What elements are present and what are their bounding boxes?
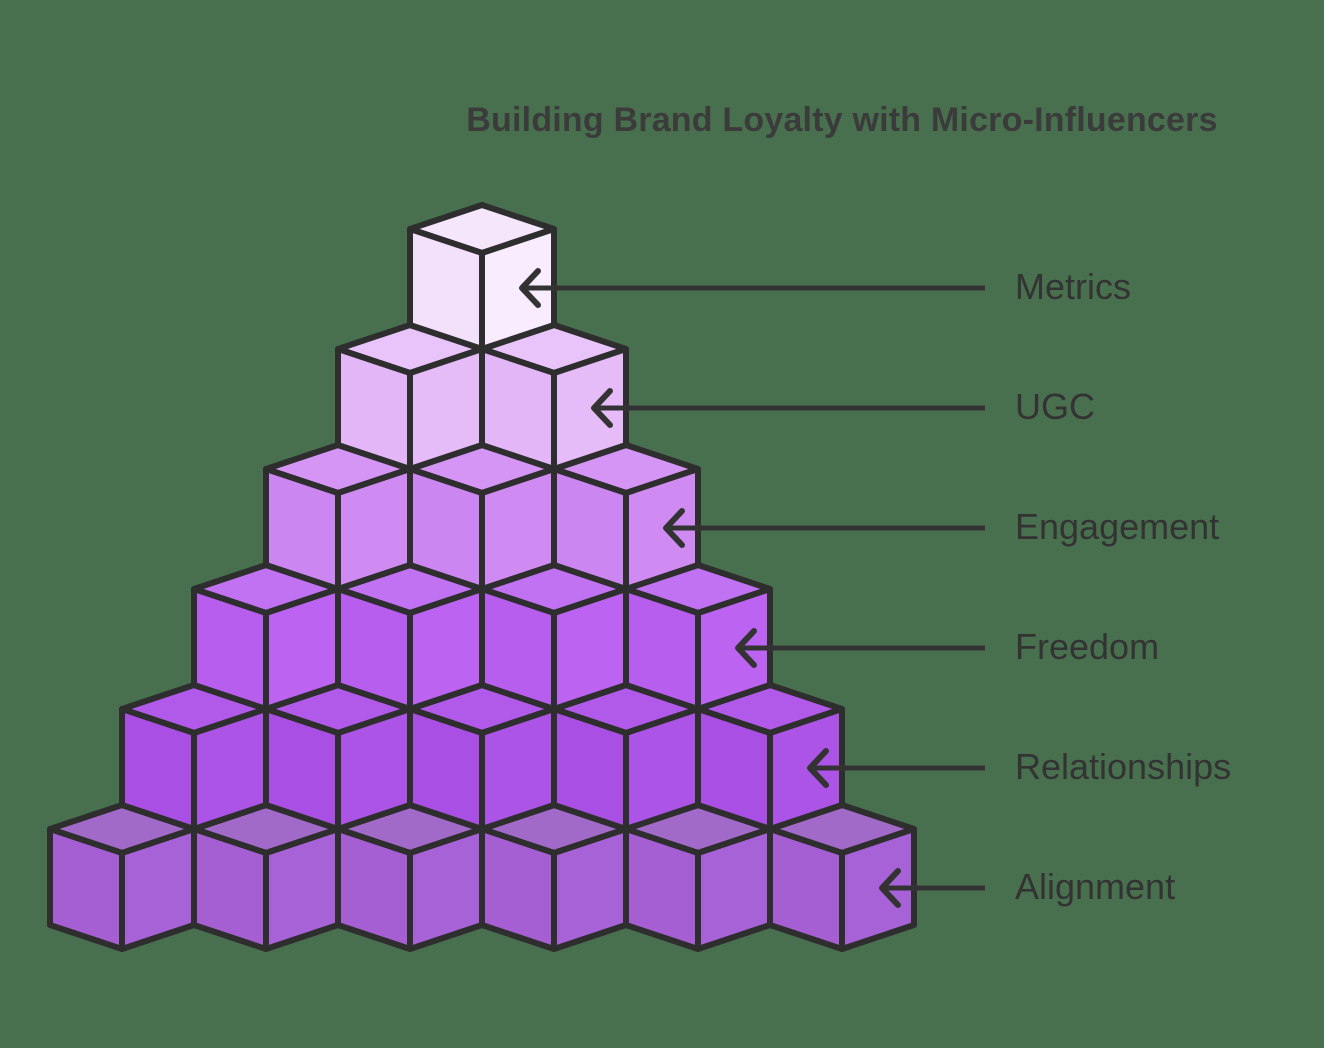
cube-right-face — [551, 826, 629, 952]
cube-right-face — [767, 706, 845, 832]
diagram-title: Building Brand Loyalty with Micro-Influe… — [466, 101, 1218, 139]
cube — [623, 562, 773, 712]
cube — [767, 802, 917, 952]
cube — [407, 682, 557, 832]
cube-left-face — [695, 706, 773, 832]
cube — [335, 562, 485, 712]
cube — [407, 202, 557, 352]
cube-right-face — [839, 826, 917, 952]
arrow-alignment — [879, 868, 985, 908]
cube-left-face — [119, 706, 197, 832]
cube-right-face — [407, 826, 485, 952]
cube-left-face — [191, 586, 269, 712]
cube-right-face — [335, 466, 413, 592]
cube-right-face — [551, 346, 629, 472]
arrowhead-left-icon — [879, 868, 901, 908]
cube-right-face — [479, 466, 557, 592]
cube — [407, 442, 557, 592]
cube-right-face — [263, 586, 341, 712]
cube-right-face — [263, 826, 341, 952]
cube-left-face — [407, 466, 485, 592]
cube-right-face — [695, 826, 773, 952]
cube-right-face — [695, 586, 773, 712]
cube — [479, 562, 629, 712]
arrowhead-left-icon — [663, 508, 685, 548]
cube-left-face — [767, 826, 845, 952]
pyramid-row-alignment — [47, 802, 917, 952]
cube-right-face — [191, 706, 269, 832]
cube — [191, 802, 341, 952]
cube-left-face — [551, 706, 629, 832]
pyramid-row-freedom — [191, 562, 773, 712]
cube-right-face — [335, 706, 413, 832]
cube-left-face — [335, 346, 413, 472]
cube — [263, 442, 413, 592]
cube-right-face — [407, 586, 485, 712]
cube-right-face — [407, 346, 485, 472]
cube — [551, 682, 701, 832]
arrowhead-left-icon — [519, 268, 541, 308]
cube — [191, 562, 341, 712]
arrowhead-left-icon — [735, 628, 757, 668]
cube-right-face — [479, 226, 557, 352]
cube — [335, 322, 485, 472]
cube-right-face — [623, 466, 701, 592]
cube-left-face — [479, 826, 557, 952]
cube-left-face — [263, 466, 341, 592]
cube-left-face — [551, 466, 629, 592]
cube-left-face — [479, 346, 557, 472]
cube-right-face — [479, 706, 557, 832]
cube-left-face — [623, 826, 701, 952]
cube-right-face — [623, 706, 701, 832]
cube — [479, 802, 629, 952]
cube-left-face — [623, 586, 701, 712]
arrow-relationships — [807, 748, 985, 788]
arrow-metrics — [519, 268, 985, 308]
cube — [335, 802, 485, 952]
cube-right-face — [551, 586, 629, 712]
cube-left-face — [47, 826, 125, 952]
cube — [47, 802, 197, 952]
cube-left-face — [407, 226, 485, 352]
arrow-freedom — [735, 628, 985, 668]
cube-left-face — [479, 586, 557, 712]
cube — [119, 682, 269, 832]
arrowhead-left-icon — [807, 748, 829, 788]
pyramid-row-relationships — [119, 682, 845, 832]
cube-left-face — [263, 706, 341, 832]
cube — [263, 682, 413, 832]
cube-left-face — [335, 826, 413, 952]
cube-right-face — [119, 826, 197, 952]
pyramid-row-metrics — [407, 202, 557, 352]
arrowhead-left-icon — [591, 388, 613, 428]
cube-left-face — [407, 706, 485, 832]
arrow-engagement — [663, 508, 985, 548]
cube-left-face — [191, 826, 269, 952]
cube-left-face — [335, 586, 413, 712]
cube — [623, 802, 773, 952]
arrow-ugc — [591, 388, 985, 428]
pyramid-row-engagement — [263, 442, 701, 592]
